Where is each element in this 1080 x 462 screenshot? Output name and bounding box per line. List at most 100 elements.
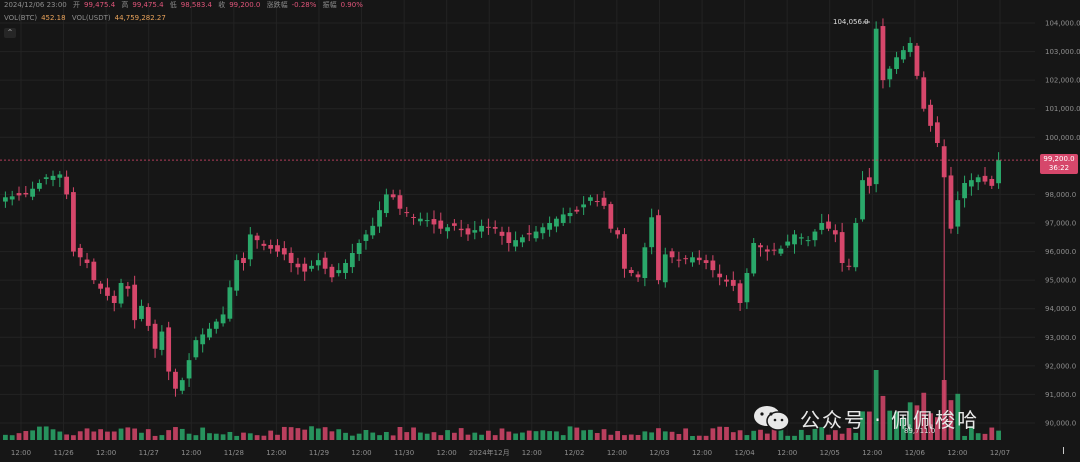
candle-body	[996, 160, 1001, 184]
candle-body	[472, 230, 478, 233]
candle-body	[234, 260, 240, 291]
volume-bar	[513, 433, 518, 440]
candle-body	[540, 227, 546, 234]
candle-body	[860, 180, 865, 220]
y-tick-label: 94,000.0	[1045, 305, 1076, 313]
x-tick-label: 12/03	[649, 449, 669, 457]
volume-bar	[792, 435, 797, 440]
candle-body	[404, 212, 410, 214]
vol-btc-value: 452.18	[41, 14, 66, 22]
y-tick-label: 93,000.0	[1045, 334, 1076, 342]
volume-bar	[751, 430, 757, 440]
volume-bar	[193, 435, 199, 440]
volume-bar	[98, 429, 104, 440]
candle-body	[792, 234, 797, 245]
low-label: 低	[169, 1, 177, 9]
vol-usdt-label: VOL(USDT)	[71, 14, 111, 22]
candle-body	[77, 247, 83, 258]
change-label: 涨跌幅	[266, 1, 288, 9]
volume-bar	[213, 433, 219, 440]
volume-bar	[764, 433, 770, 440]
x-tick-label: 12:00	[607, 449, 627, 457]
candle-body	[57, 174, 63, 178]
volume-bar	[309, 426, 314, 440]
candle-body	[962, 183, 967, 199]
candle-body	[601, 197, 607, 206]
candle-body	[934, 122, 940, 143]
text-cursor-icon[interactable]: I	[1062, 446, 1065, 457]
candle-body	[989, 179, 995, 186]
y-tick-label: 102,000.0	[1045, 77, 1080, 85]
volume-bar	[30, 430, 35, 440]
volume-bar	[329, 431, 335, 440]
x-tick-label: 12:00	[351, 449, 371, 457]
volume-info-bar: VOL(BTC) 452.18 VOL(USDT) 44,759,282.27	[4, 14, 170, 23]
candle-body	[513, 240, 518, 247]
volume-bar	[520, 432, 525, 440]
candle-body	[431, 219, 437, 225]
volume-bar	[84, 428, 90, 440]
candle-body	[635, 274, 641, 278]
candle-body	[207, 328, 212, 338]
amplitude-label: 振幅	[322, 1, 337, 9]
candle-body	[247, 234, 253, 260]
volume-bar	[105, 431, 110, 440]
x-tick-label: 11/26	[53, 449, 74, 457]
volume-bar	[132, 428, 138, 440]
volume-bar	[622, 435, 627, 440]
candle-body	[662, 254, 668, 283]
volume-bar	[819, 427, 825, 440]
volume-bar	[533, 431, 539, 440]
candle-body	[479, 225, 484, 232]
candle-body	[173, 371, 178, 389]
watermark: 公众号 · 佩佩梭哈	[752, 403, 979, 433]
candle-body	[547, 223, 552, 230]
volume-bar	[982, 433, 988, 440]
candle-body	[50, 175, 56, 180]
candle-body	[928, 104, 933, 126]
candle-body	[921, 77, 927, 109]
volume-bar	[315, 428, 321, 440]
candle-body	[186, 360, 192, 379]
volume-bar	[887, 410, 893, 440]
volume-bar	[9, 435, 15, 440]
volume-bar	[656, 428, 661, 440]
y-tick-label: 100,000.0	[1045, 134, 1080, 142]
y-tick-label: 103,000.0	[1045, 48, 1080, 56]
candle-body	[594, 201, 600, 203]
volume-bar	[594, 433, 600, 440]
volume-bar	[839, 433, 845, 440]
volume-bar	[506, 431, 512, 440]
volume-bar	[866, 411, 872, 440]
candle-body	[846, 265, 852, 267]
candle-body	[363, 234, 369, 241]
x-tick-label: 12/06	[905, 449, 926, 457]
candle-body	[676, 259, 682, 261]
volume-bar	[574, 427, 580, 440]
candle-body	[295, 263, 301, 268]
volume-bar	[567, 426, 573, 440]
x-tick-label: 11/30	[394, 449, 414, 457]
chevron-up-icon[interactable]: ⌃	[4, 28, 16, 38]
candle-body	[683, 258, 689, 260]
candle-body	[588, 197, 593, 201]
volume-bar	[173, 427, 178, 440]
candle-body	[281, 248, 287, 255]
volume-bar	[452, 432, 457, 440]
volume-bar	[336, 429, 342, 440]
candle-body	[832, 230, 838, 235]
candle-body	[397, 195, 403, 209]
vol-btc-label: VOL(BTC)	[4, 14, 38, 22]
volume-bar	[438, 435, 444, 440]
candle-body	[690, 257, 695, 263]
candle-body	[9, 196, 15, 200]
candle-body	[64, 176, 70, 195]
candle-body	[839, 232, 845, 263]
volume-bar	[50, 429, 56, 440]
candle-date: 2024/12/06 23:00	[4, 1, 67, 9]
volume-bar	[744, 435, 750, 440]
volume-bar	[628, 434, 634, 440]
candle-body	[669, 251, 675, 258]
volume-bar	[492, 435, 498, 440]
